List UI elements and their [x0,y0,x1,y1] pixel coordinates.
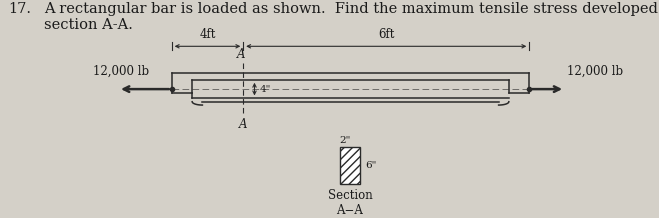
Text: 12,000 lb: 12,000 lb [93,65,149,78]
Text: 4ft: 4ft [199,28,215,41]
Text: A rectangular bar is loaded as shown.  Find the maximum tensile stress developed: A rectangular bar is loaded as shown. Fi… [44,2,659,32]
Text: 17.: 17. [8,2,31,16]
Text: 6": 6" [365,161,376,170]
Text: 4": 4" [260,85,271,94]
Text: Section
A−A: Section A−A [328,189,372,217]
Text: 12,000 lb: 12,000 lb [567,65,623,78]
Bar [340,147,360,184]
Text: A: A [237,48,245,61]
Text: A: A [239,119,248,131]
Text: 6ft: 6ft [378,28,395,41]
Text: 2": 2" [339,136,351,145]
